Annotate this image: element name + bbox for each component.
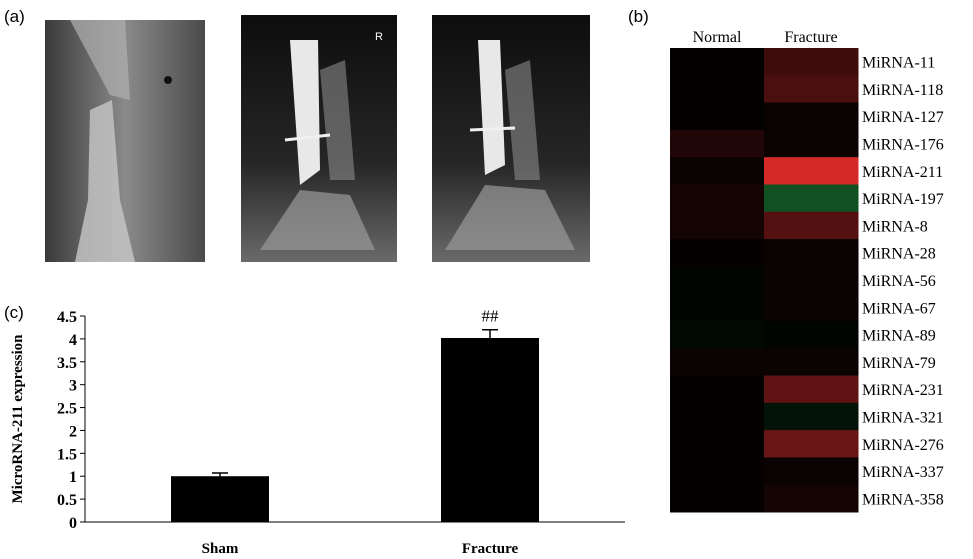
heat-cell	[764, 157, 859, 185]
heat-cell	[764, 402, 859, 431]
bar	[441, 337, 539, 522]
y-tick-label: 1	[69, 469, 77, 486]
heat-cell	[670, 266, 765, 295]
heat-cell	[670, 484, 765, 513]
xray-image	[432, 15, 590, 262]
y-tick-label: 4	[69, 332, 77, 349]
heat-cell	[670, 430, 765, 458]
y-axis-label: MicroRNA-211 expression	[10, 334, 26, 504]
row-label: MiRNA-79	[862, 355, 936, 372]
row-label: MiRNA-11	[862, 55, 935, 72]
heat-cell	[764, 48, 859, 76]
heat-cell	[670, 293, 765, 322]
column-label: Normal	[693, 29, 742, 46]
row-label: MiRNA-8	[862, 218, 928, 235]
row-label: MiRNA-231	[862, 382, 944, 399]
heat-cell	[670, 320, 765, 349]
heat-cell	[670, 457, 765, 486]
heat-cell	[670, 348, 765, 377]
significance-label: ##	[482, 307, 500, 326]
heat-cell	[764, 102, 859, 131]
row-label: MiRNA-321	[862, 409, 944, 426]
heat-cell	[764, 348, 859, 377]
x-tick-label: Sham	[202, 541, 239, 557]
xray-image: R	[241, 15, 397, 262]
panel-label: (a)	[4, 7, 25, 26]
heat-cell	[670, 75, 765, 104]
heat-cell	[670, 48, 765, 76]
heat-cell	[764, 266, 859, 295]
heat-cell	[764, 293, 859, 322]
heat-cell	[670, 402, 765, 431]
heat-cell	[764, 184, 859, 213]
row-label: MiRNA-127	[862, 109, 944, 126]
heat-cell	[670, 184, 765, 213]
panel-label: (c)	[4, 303, 24, 322]
y-tick-label: 1.5	[57, 446, 77, 463]
error-bar	[212, 472, 228, 477]
heat-cell	[670, 157, 765, 185]
row-label: MiRNA-67	[862, 300, 936, 317]
y-tick-label: 3	[69, 378, 77, 395]
heat-cell	[764, 375, 859, 404]
x-tick-label: Fracture	[462, 541, 519, 557]
row-label: MiRNA-211	[862, 164, 943, 181]
heat-cell	[670, 129, 765, 158]
heat-cell	[764, 75, 859, 104]
heat-cell	[670, 375, 765, 404]
heat-cell	[764, 129, 859, 158]
heat-cell	[764, 320, 859, 349]
heat-cell	[764, 430, 859, 458]
heat-cell	[764, 239, 859, 267]
row-label: MiRNA-276	[862, 437, 944, 454]
error-bar	[482, 328, 498, 338]
row-label: MiRNA-337	[862, 464, 944, 481]
bar	[171, 476, 269, 522]
y-tick-label: 2	[69, 423, 77, 440]
heat-cell	[764, 484, 859, 513]
row-label: MiRNA-176	[862, 137, 944, 154]
y-tick-label: 0	[69, 515, 77, 532]
panel-label: (b)	[628, 7, 649, 26]
y-tick-label: 4.5	[57, 309, 77, 326]
column-label: Fracture	[784, 29, 837, 46]
row-label: MiRNA-197	[862, 191, 944, 208]
y-tick-label: 2.5	[57, 401, 77, 418]
row-label: MiRNA-56	[862, 273, 936, 290]
row-label: MiRNA-118	[862, 82, 943, 99]
row-label: MiRNA-89	[862, 328, 936, 345]
heat-cell	[764, 211, 859, 240]
y-tick-label: 0.5	[57, 492, 77, 509]
heat-cell	[670, 239, 765, 267]
xray-marker: R	[375, 31, 383, 43]
y-tick-label: 3.5	[57, 355, 77, 372]
row-label: MiRNA-358	[862, 491, 944, 508]
heat-cell	[764, 457, 859, 486]
xray-image	[45, 20, 205, 262]
row-label: MiRNA-28	[862, 246, 936, 263]
heat-cell	[670, 102, 765, 131]
heat-cell	[670, 211, 765, 240]
